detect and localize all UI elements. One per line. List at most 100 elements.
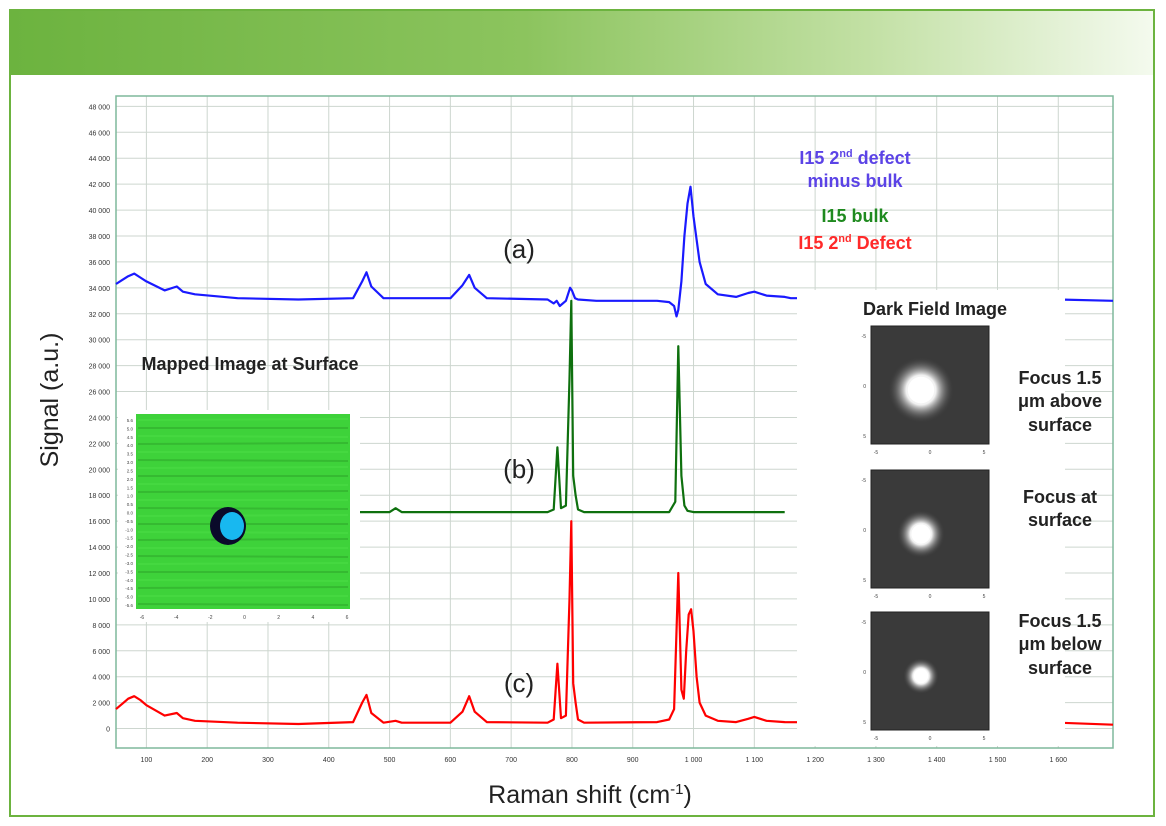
- dark-field-spot: [913, 668, 929, 684]
- y-tick-label: 12 000: [89, 571, 111, 578]
- mapped-image-map: [136, 414, 350, 609]
- map-y-tick: 3.0: [127, 460, 134, 465]
- y-tick-label: 16 000: [89, 519, 111, 526]
- dark-field-spot: [911, 524, 931, 544]
- x-tick-label: 1 400: [928, 757, 946, 764]
- y-tick-label: 14 000: [89, 545, 111, 552]
- map-stripe: [137, 466, 349, 469]
- y-tick-label: 40 000: [89, 208, 111, 215]
- x-tick-label: 1 000: [685, 757, 703, 764]
- dark-field-caption-above: Focus 1.5 μm above surface: [1017, 368, 1103, 435]
- map-x-tick: -2: [208, 615, 213, 621]
- x-tick-label: 1 300: [867, 757, 885, 764]
- dark-field-x-tick: 0: [929, 594, 932, 600]
- map-y-tick: 3.5: [127, 452, 134, 457]
- x-tick-label: 800: [566, 757, 578, 764]
- dark-field-caption-below: Focus 1.5 μm below surface: [1018, 611, 1102, 678]
- dark-field-y-tick: 5: [863, 720, 866, 726]
- map-x-tick: 2: [277, 615, 280, 621]
- dark-field-y-tick: 0: [863, 670, 866, 676]
- y-tick-label: 26 000: [89, 390, 111, 397]
- map-y-tick: -5.6: [125, 603, 133, 608]
- dark-field-inset: -5 -5 0 0 5 5 -5 -5 0 0 5 5 -5 -5 0 0 5 5: [797, 290, 1065, 746]
- y-tick-label: 32 000: [89, 312, 111, 319]
- x-tick-label: 300: [262, 757, 274, 764]
- header-banner: [11, 11, 1153, 75]
- dark-field-y-tick: -5: [862, 478, 867, 484]
- map-stripe: [137, 538, 349, 541]
- map-y-tick: -5.0: [125, 595, 133, 600]
- dark-field-x-tick: 0: [929, 450, 932, 456]
- y-tick-label: 20 000: [89, 467, 111, 474]
- y-tick-label: 28 000: [89, 364, 111, 371]
- x-axis-label: Raman shift (cm-1): [488, 781, 692, 809]
- series-line-1: [298, 299, 785, 514]
- dark-field-y-tick: 5: [863, 434, 866, 440]
- x-tick-label: 200: [201, 757, 213, 764]
- x-tick-label: 500: [384, 757, 396, 764]
- map-stripe: [137, 603, 349, 606]
- y-tick-label: 34 000: [89, 286, 111, 293]
- dark-field-y-tick: -5: [862, 334, 867, 340]
- mapped-image-title: Mapped Image at Surface: [141, 354, 359, 374]
- dark-field-x-tick: 0: [929, 736, 932, 742]
- dark-field-y-tick: 5: [863, 578, 866, 584]
- x-tick-label: 900: [627, 757, 639, 764]
- y-tick-label: 10 000: [89, 597, 111, 604]
- map-stripe: [137, 418, 349, 421]
- series-line-0: [115, 185, 1114, 318]
- map-stripe: [137, 579, 349, 582]
- legend-defect: I15 2nd Defect: [798, 233, 912, 253]
- dark-field-y-tick: -5: [862, 620, 867, 626]
- x-tick-label: 600: [445, 757, 457, 764]
- dark-field-title: Dark Field Image: [862, 299, 1008, 319]
- legend-defect-minus-bulk: I15 2nd defect minus bulk: [799, 148, 911, 192]
- y-tick-labels: 0 2 000 4 000 6 000 8 000 10 000 12 000 14 000 1…: [89, 104, 111, 733]
- map-stripe: [137, 586, 349, 589]
- map-y-tick: -1.0: [125, 527, 133, 532]
- spectrum-label-b: (b): [503, 454, 535, 484]
- dark-field-images: -5 -5 0 0 5 5 -5 -5 0 0 5 5 -5 -5 0 0 5 5: [862, 325, 990, 742]
- mapped-image-y-ticks: 5.6 5.0 4.5 4.0 3.5 3.0 2.5 2.0 1.5 1.0 0.5 0.0 -0.5…: [125, 418, 133, 608]
- y-tick-label: 22 000: [89, 441, 111, 448]
- map-y-tick: 1.0: [127, 494, 134, 499]
- y-tick-label: 46 000: [89, 130, 111, 137]
- map-y-tick: -4.5: [125, 586, 133, 591]
- map-stripe: [137, 435, 349, 438]
- map-y-tick: 5.0: [127, 426, 134, 431]
- map-stripe: [137, 507, 349, 510]
- x-tick-label: 1 100: [746, 757, 764, 764]
- map-stripe: [137, 562, 349, 565]
- y-tick-label: 30 000: [89, 338, 111, 345]
- y-tick-label: 6 000: [92, 649, 110, 656]
- map-y-tick: 1.5: [127, 485, 134, 490]
- map-y-tick: -2.0: [125, 544, 133, 549]
- dark-field-x-tick: -5: [874, 736, 879, 742]
- outer-border: [9, 9, 1155, 817]
- y-tick-label: 36 000: [89, 260, 111, 267]
- map-y-tick: 5.6: [127, 418, 134, 423]
- y-axis-label: Signal (a.u.): [36, 333, 64, 468]
- map-y-tick: 2.5: [127, 468, 134, 473]
- y-tick-label: 2 000: [92, 701, 110, 708]
- map-x-tick: -4: [174, 615, 179, 621]
- map-stripe: [137, 442, 349, 445]
- dark-field-x-tick: -5: [874, 450, 879, 456]
- y-tick-label: 18 000: [89, 493, 111, 500]
- series-line-2: [115, 520, 1114, 726]
- map-stripe: [137, 490, 349, 493]
- x-tick-label: 1 600: [1050, 757, 1068, 764]
- y-tick-label: 38 000: [89, 234, 111, 241]
- x-tick-label: 1 200: [806, 757, 824, 764]
- series-layer: [115, 185, 1114, 726]
- defect-spot: [220, 512, 244, 540]
- dark-field-x-tick: 5: [983, 594, 986, 600]
- y-tick-label: 8 000: [92, 623, 110, 630]
- y-tick-label: 48 000: [89, 104, 111, 111]
- y-tick-label: 4 000: [92, 675, 110, 682]
- map-y-tick: 0.0: [127, 511, 134, 516]
- map-x-tick: 0: [243, 615, 246, 621]
- map-y-tick: -3.0: [125, 561, 133, 566]
